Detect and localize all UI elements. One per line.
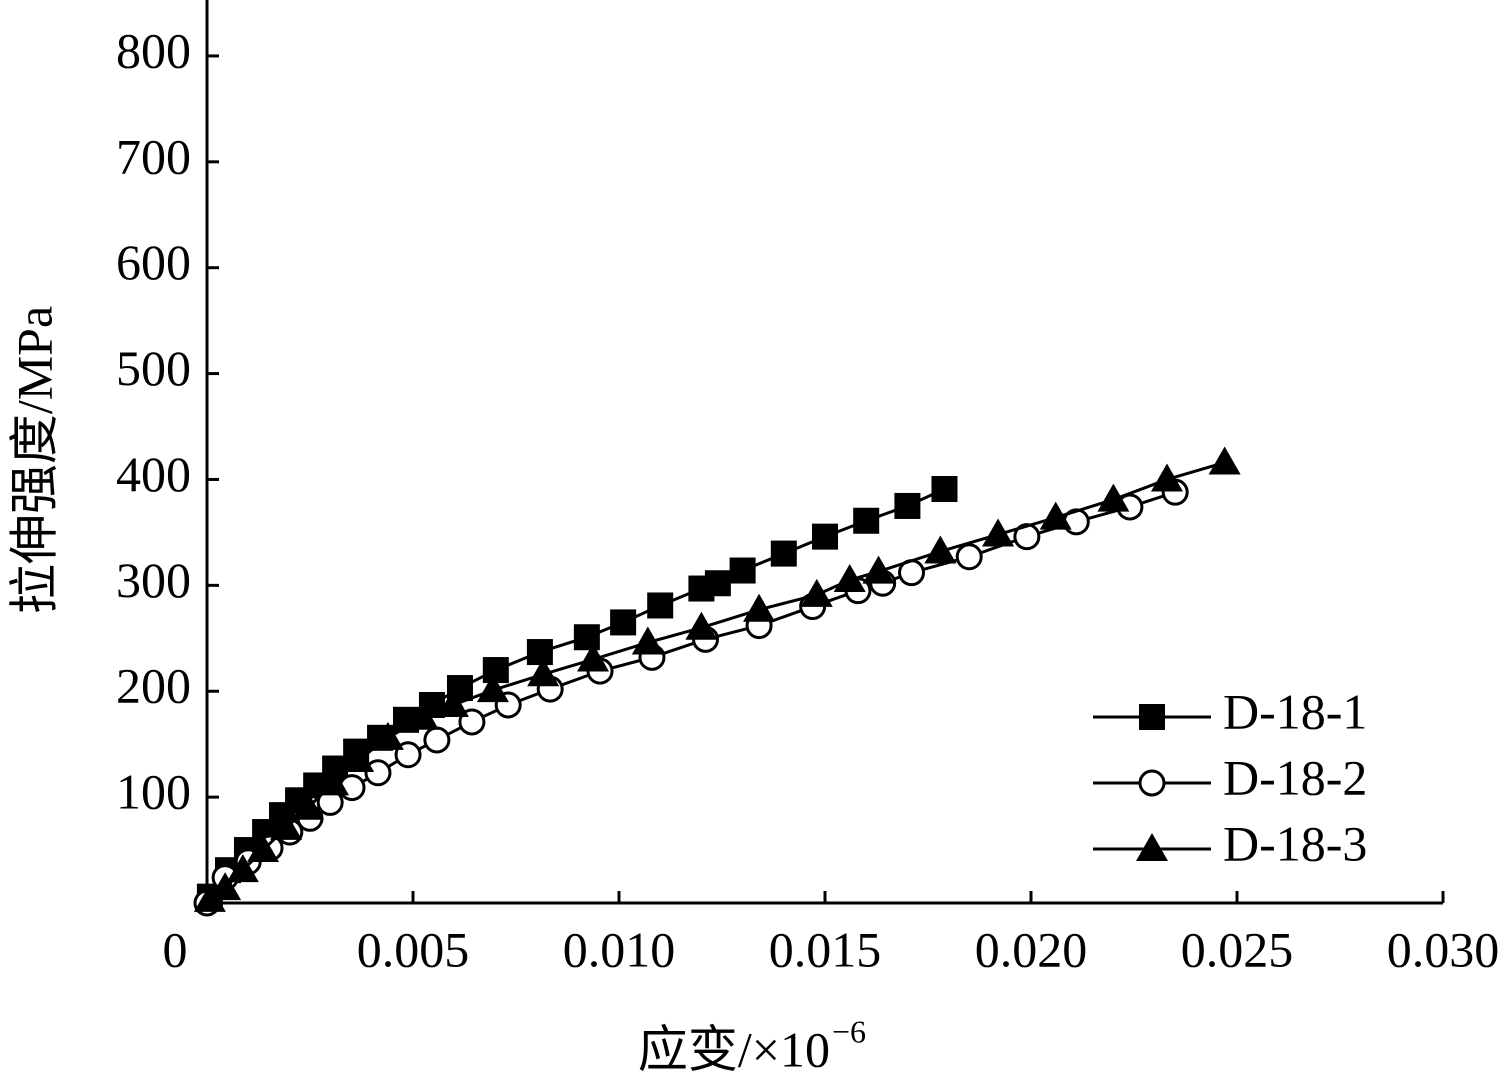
data-point	[743, 593, 776, 622]
data-point	[1150, 463, 1183, 492]
data-point	[812, 523, 838, 550]
y-tick-label: 100	[116, 764, 191, 820]
x-tick-label: 0.025	[1181, 921, 1294, 977]
data-point	[270, 811, 303, 840]
data-point	[610, 609, 637, 636]
x-axis-label-exponent: −6	[832, 1013, 866, 1049]
y-tick-label: 800	[116, 22, 191, 78]
data-point	[894, 492, 921, 519]
data-point	[1097, 483, 1130, 512]
data-point	[526, 639, 553, 666]
data-point	[193, 883, 226, 912]
data-point	[770, 540, 797, 567]
x-tick-label: 0.020	[975, 921, 1088, 977]
legend-marker	[1136, 833, 1168, 861]
x-tick-label: 0.010	[563, 921, 676, 977]
data-point	[704, 570, 731, 597]
series-line	[205, 490, 1176, 904]
legend-marker	[1139, 704, 1165, 730]
data-point	[924, 535, 957, 564]
data-point	[833, 564, 866, 593]
y-tick-label: 300	[116, 552, 191, 608]
y-tick-label: 400	[116, 446, 191, 502]
data-point	[577, 643, 610, 672]
x-tick-label: 0	[163, 921, 188, 977]
y-axis-label: 拉伸强度/MPa	[6, 306, 62, 614]
legend-marker	[1138, 769, 1166, 797]
x-tick-label: 0.030	[1387, 921, 1500, 977]
data-point	[1039, 501, 1072, 530]
y-tick-label: 700	[116, 128, 191, 184]
data-point	[436, 689, 469, 717]
x-tick-label: 0.015	[769, 921, 882, 977]
data-point	[685, 611, 718, 640]
data-point	[317, 767, 350, 796]
legend-label: D-18-3	[1223, 815, 1367, 871]
data-point	[209, 872, 242, 901]
data-point	[371, 721, 404, 750]
data-point	[342, 744, 375, 773]
y-tick-label: 600	[116, 234, 191, 290]
x-tick-label: 0.005	[357, 921, 470, 977]
data-point	[423, 726, 451, 754]
data-point	[862, 555, 895, 584]
data-point	[573, 624, 600, 651]
data-point	[800, 578, 833, 607]
data-point	[364, 759, 392, 787]
data-point	[631, 626, 664, 655]
data-point	[955, 543, 983, 571]
data-point	[406, 701, 439, 730]
legend-label: D-18-1	[1223, 683, 1367, 739]
data-point	[853, 507, 880, 534]
y-tick-label: 500	[116, 340, 191, 396]
data-point	[247, 834, 280, 863]
x-axis-label: 应变/×10	[638, 1021, 830, 1077]
data-point	[226, 854, 259, 883]
legend-label: D-18-2	[1223, 749, 1367, 805]
y-tick-label: 200	[116, 658, 191, 714]
data-point	[931, 476, 958, 502]
data-point	[982, 518, 1015, 547]
data-point	[729, 557, 756, 584]
series-line	[208, 487, 946, 898]
data-point	[291, 791, 324, 820]
data-point	[482, 657, 509, 684]
data-point	[647, 592, 674, 619]
data-point	[1208, 446, 1241, 475]
data-point	[527, 658, 560, 687]
data-point	[476, 674, 509, 703]
